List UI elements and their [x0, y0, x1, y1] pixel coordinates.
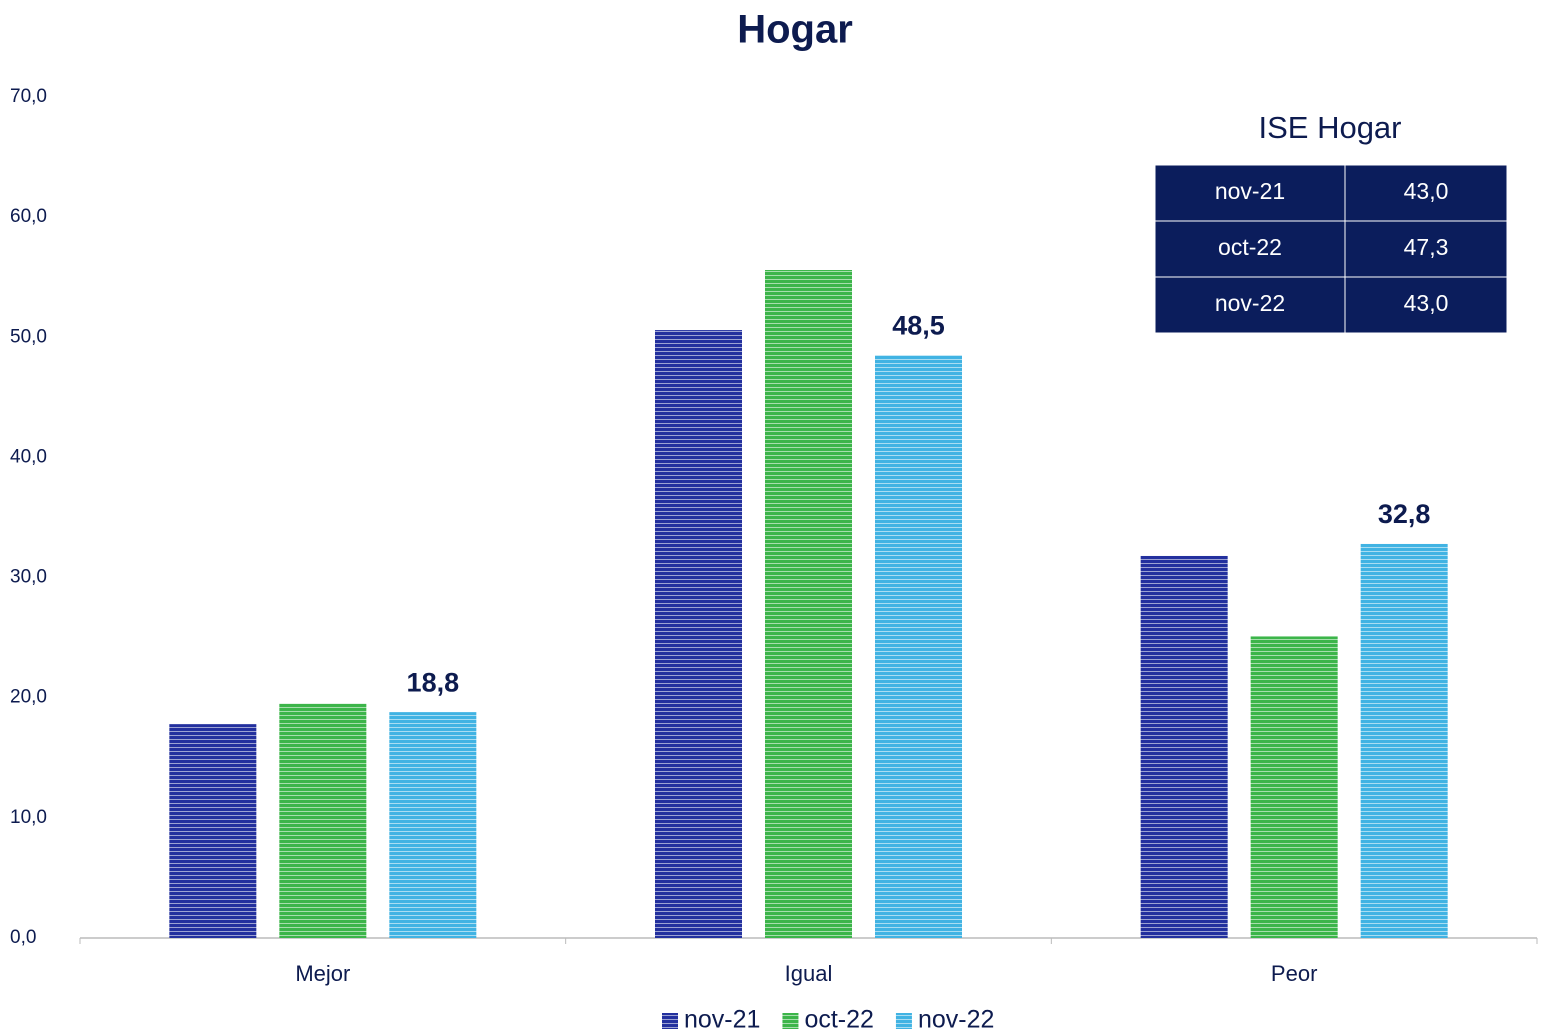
table-cell — [1344, 220, 1508, 278]
x-tick-label: Peor — [1271, 961, 1317, 986]
data-label: 18,8 — [407, 667, 460, 697]
table-cell — [1154, 276, 1346, 334]
x-tick-label: Igual — [785, 961, 833, 986]
y-tick-label: 60,0 — [10, 206, 47, 227]
legend-swatch — [782, 1013, 799, 1029]
y-tick-label: 50,0 — [10, 326, 47, 347]
bar — [655, 330, 742, 938]
table-cell — [1154, 164, 1346, 222]
table-text: oct-22 — [1218, 234, 1282, 260]
table-title: ISE Hogar — [1258, 110, 1401, 145]
table-text: nov-21 — [1215, 178, 1285, 204]
data-label: 48,5 — [892, 310, 945, 340]
bar — [389, 712, 477, 938]
table-text: 43,0 — [1404, 178, 1449, 204]
y-tick-label: 10,0 — [10, 807, 47, 828]
y-tick-label: 40,0 — [10, 446, 47, 467]
table-text: 43,0 — [1404, 290, 1449, 316]
bar — [1360, 543, 1448, 938]
chart-title: Hogar — [737, 8, 853, 52]
legend-label: nov-21 — [684, 1006, 760, 1034]
bar — [1140, 555, 1228, 938]
y-tick-label: 0,0 — [10, 927, 36, 948]
bar — [875, 355, 962, 938]
table-text: 47,3 — [1404, 234, 1449, 260]
table-cell — [1344, 276, 1508, 334]
bar — [169, 724, 257, 938]
table-cell — [1154, 220, 1346, 278]
y-tick-label: 20,0 — [10, 687, 47, 708]
bar — [1250, 636, 1338, 938]
legend-swatch — [662, 1013, 678, 1029]
legend-label: nov-22 — [918, 1006, 994, 1034]
table-text: nov-22 — [1215, 290, 1285, 316]
y-tick-label: 70,0 — [10, 86, 47, 107]
legend-swatch — [895, 1013, 912, 1029]
x-tick-label: Mejor — [295, 961, 350, 986]
data-label: 32,8 — [1378, 499, 1431, 529]
y-tick-label: 30,0 — [10, 567, 47, 588]
bar — [765, 270, 852, 938]
legend-label: oct-22 — [804, 1006, 873, 1034]
bar — [279, 703, 367, 938]
